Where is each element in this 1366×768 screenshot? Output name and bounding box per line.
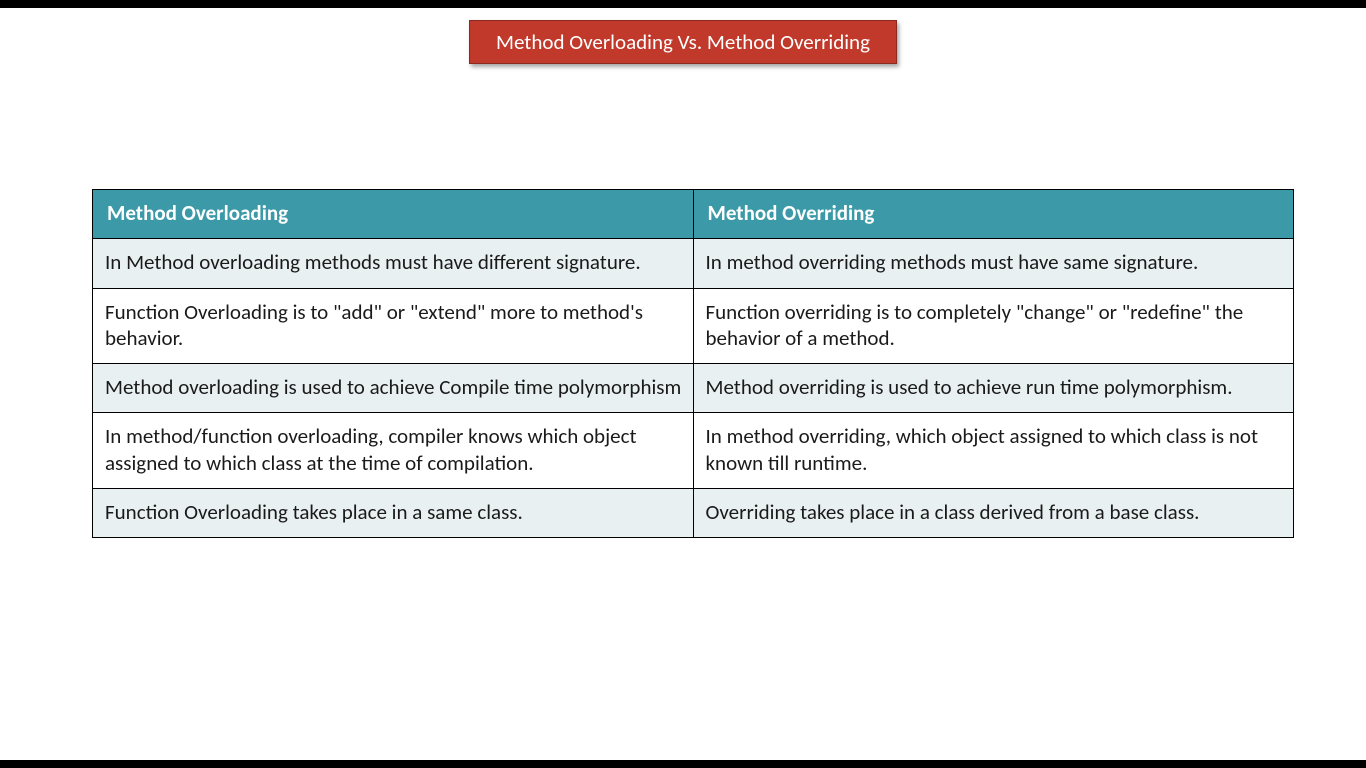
cell-overloading: Method overloading is used to achieve Co… bbox=[93, 364, 694, 413]
table-row: In method/function overloading, compiler… bbox=[93, 413, 1294, 489]
table-body: In Method overloading methods must have … bbox=[93, 239, 1294, 538]
comparison-table: Method Overloading Method Overriding In … bbox=[92, 189, 1294, 538]
cell-overloading: In Method overloading methods must have … bbox=[93, 239, 694, 288]
cell-overriding: In method overriding methods must have s… bbox=[693, 239, 1294, 288]
cell-overloading: Function Overloading is to "add" or "ext… bbox=[93, 288, 694, 364]
cell-overriding: Overriding takes place in a class derive… bbox=[693, 488, 1294, 537]
cell-overriding: Method overriding is used to achieve run… bbox=[693, 364, 1294, 413]
table-row: Method overloading is used to achieve Co… bbox=[93, 364, 1294, 413]
top-bar bbox=[0, 0, 1366, 8]
cell-overriding: Function overriding is to completely "ch… bbox=[693, 288, 1294, 364]
table-row: In Method overloading methods must have … bbox=[93, 239, 1294, 288]
cell-overriding: In method overriding, which object assig… bbox=[693, 413, 1294, 489]
table-row: Function Overloading is to "add" or "ext… bbox=[93, 288, 1294, 364]
page-title-badge: Method Overloading Vs. Method Overriding bbox=[469, 20, 897, 64]
table-row: Function Overloading takes place in a sa… bbox=[93, 488, 1294, 537]
table-header-row: Method Overloading Method Overriding bbox=[93, 190, 1294, 239]
cell-overloading: In method/function overloading, compiler… bbox=[93, 413, 694, 489]
cell-overloading: Function Overloading takes place in a sa… bbox=[93, 488, 694, 537]
bottom-bar bbox=[0, 760, 1366, 768]
header-overriding: Method Overriding bbox=[693, 190, 1294, 239]
header-overloading: Method Overloading bbox=[93, 190, 694, 239]
